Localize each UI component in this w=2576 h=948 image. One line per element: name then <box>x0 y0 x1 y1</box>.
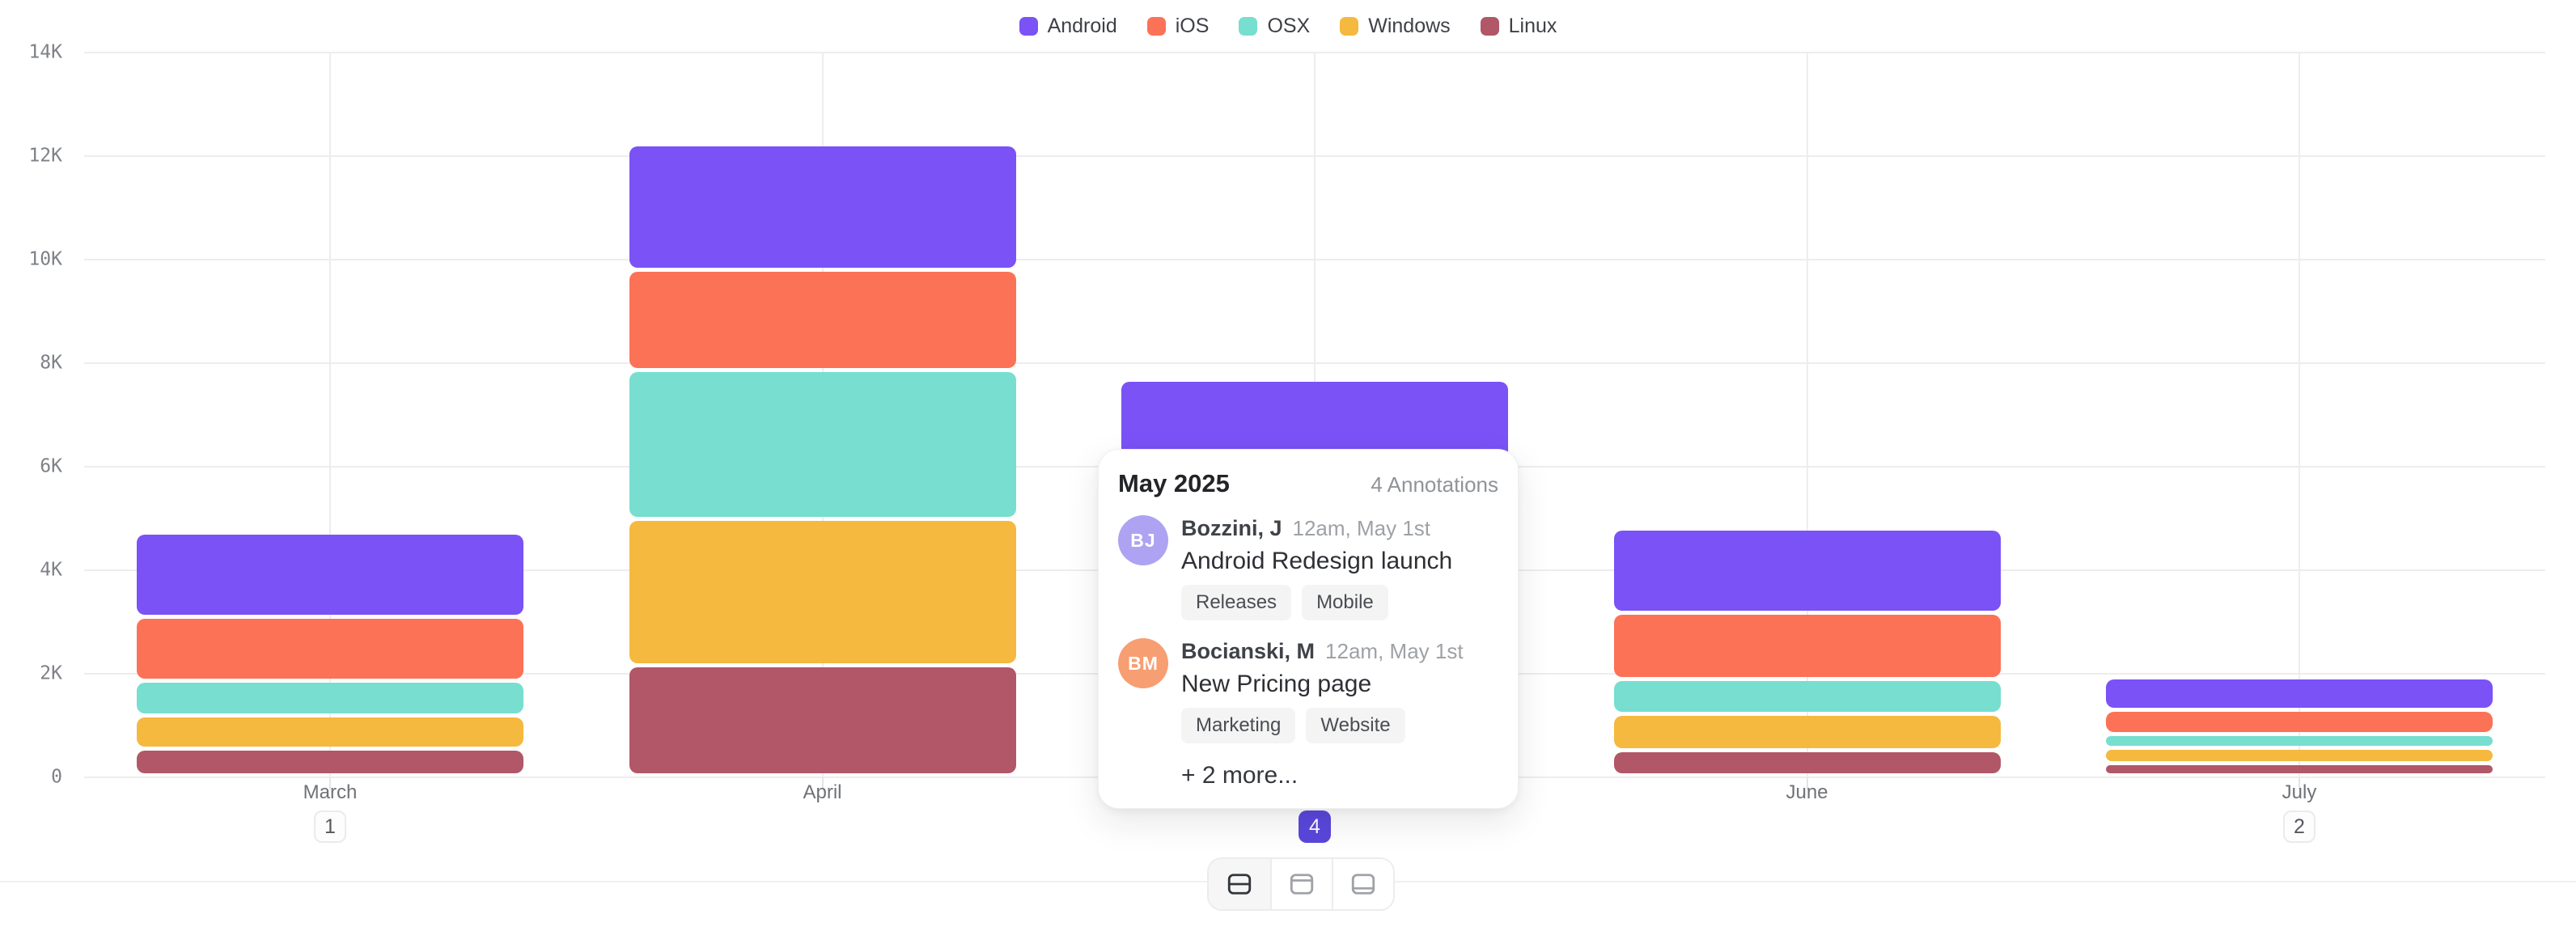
bar-segment-july-osx[interactable] <box>2106 736 2493 746</box>
bar-segment-march-windows[interactable] <box>137 717 523 747</box>
annotation-tags: Marketing Website <box>1181 708 1464 743</box>
bar-segment-march-ios[interactable] <box>137 619 523 679</box>
legend-item-linux[interactable]: Linux <box>1480 15 1557 37</box>
y-axis-tick-label: 12K <box>28 145 62 167</box>
annotation-badge-may[interactable]: 4 <box>1299 810 1331 843</box>
annotation-tags: Releases Mobile <box>1181 585 1452 620</box>
annotation-entry-body: Bocianski, M 12am, May 1st New Pricing pag… <box>1181 638 1464 743</box>
annotation-tag: Releases <box>1181 585 1292 620</box>
month-gridline <box>2298 52 2300 777</box>
legend-label: iOS <box>1175 15 1210 37</box>
annotation-tag: Website <box>1306 708 1405 743</box>
annotation-author: Bocianski, M <box>1181 639 1316 663</box>
bar-segment-march-linux[interactable] <box>137 751 523 773</box>
month-gridline <box>329 52 331 777</box>
bar-segment-july-windows[interactable] <box>2106 749 2493 761</box>
popover-header: May 2025 4 Annotations <box>1118 471 1498 497</box>
legend-label: Windows <box>1368 15 1451 37</box>
legend-item-ios[interactable]: iOS <box>1146 15 1210 37</box>
annotation-text: New Pricing page <box>1181 671 1372 697</box>
x-axis-tick-mark <box>329 778 331 789</box>
legend-swatch-icon <box>1146 17 1166 36</box>
x-axis-tick-mark <box>2298 778 2300 789</box>
split-panel-view-button[interactable] <box>1209 859 1270 909</box>
annotation-timestamp: 12am, May 1st <box>1325 639 1464 663</box>
annotation-badge-july[interactable]: 2 <box>2283 810 2315 843</box>
legend-swatch-icon <box>1239 17 1258 36</box>
bar-segment-march-osx[interactable] <box>137 682 523 713</box>
popover-annotation-count: 4 Annotations <box>1371 472 1498 497</box>
annotation-badge-march[interactable]: 1 <box>314 810 346 843</box>
annotation-author: Bozzini, J <box>1181 516 1282 540</box>
y-axis-tick-label: 0 <box>51 766 62 788</box>
view-switcher <box>1207 857 1395 911</box>
legend-item-windows[interactable]: Windows <box>1340 15 1451 37</box>
bar-segment-june-android[interactable] <box>1613 530 2001 611</box>
bar-segment-june-ios[interactable] <box>1613 614 2001 677</box>
chart-legend: Android iOS OSX Windows Linux <box>0 16 2576 36</box>
x-axis-tick-mark <box>1806 778 1808 789</box>
y-axis-tick-label: 10K <box>28 248 62 270</box>
legend-label: Linux <box>1508 15 1557 37</box>
bar-segment-june-windows[interactable] <box>1613 716 2001 748</box>
bar-segment-april-windows[interactable] <box>629 520 1016 663</box>
x-axis-label-march: March <box>303 781 358 803</box>
annotation-text: Android Redesign launch <box>1181 548 1453 574</box>
bar-segment-april-osx[interactable] <box>629 371 1016 517</box>
more-annotations-link[interactable]: + 2 more... <box>1181 762 1299 789</box>
y-axis-tick-label: 14K <box>28 41 62 63</box>
bar-segment-april-android[interactable] <box>629 146 1016 269</box>
legend-swatch-icon <box>1340 17 1359 36</box>
popover-title: May 2025 <box>1118 469 1230 497</box>
month-gridline <box>1806 52 1808 777</box>
bar-segment-march-android[interactable] <box>137 534 523 615</box>
annotation-entry-body: Bozzini, J 12am, May 1st Android Redesign … <box>1181 515 1452 620</box>
y-axis-tick-label: 4K <box>40 559 62 581</box>
legend-label: OSX <box>1267 15 1311 37</box>
panel-bottom-icon <box>1351 874 1375 895</box>
x-axis-label-july: July <box>2282 781 2317 803</box>
y-axis-tick-label: 8K <box>40 352 62 374</box>
annotation-timestamp: 12am, May 1st <box>1292 516 1431 540</box>
bar-segment-july-linux[interactable] <box>2106 764 2493 773</box>
legend-swatch-icon <box>1480 17 1499 36</box>
x-axis-label-april: April <box>803 781 842 803</box>
bar-segment-april-ios[interactable] <box>629 272 1016 368</box>
bar-segment-june-osx[interactable] <box>1613 680 2001 713</box>
bar-segment-july-ios[interactable] <box>2106 711 2493 733</box>
bar-segment-july-android[interactable] <box>2106 679 2493 708</box>
x-axis-tick-mark <box>821 778 824 789</box>
annotation-tag: Marketing <box>1181 708 1296 743</box>
avatar: BM <box>1118 638 1168 688</box>
x-axis-label-june: June <box>1786 781 1828 803</box>
popover-entries: BJ Bozzini, J 12am, May 1st Android Redesig… <box>1118 515 1498 743</box>
annotation-entry: BM Bocianski, M 12am, May 1st New Pricing p… <box>1118 638 1498 743</box>
legend-swatch-icon <box>1019 17 1038 36</box>
annotation-tag: Mobile <box>1302 585 1388 620</box>
bar-segment-april-linux[interactable] <box>629 667 1016 773</box>
bar-segment-june-linux[interactable] <box>1613 751 2001 773</box>
avatar: BJ <box>1118 515 1168 565</box>
annotation-popover: May 2025 4 Annotations BJ Bozzini, J 12am,… <box>1098 449 1519 809</box>
panel-split-horizontal-icon <box>1227 874 1252 895</box>
panel-top-icon <box>1290 874 1314 895</box>
annotation-entry-nameline: Bozzini, J 12am, May 1st <box>1181 515 1452 541</box>
y-axis-tick-label: 6K <box>40 455 62 477</box>
legend-item-android[interactable]: Android <box>1019 16 1117 36</box>
annotation-entry-nameline: Bocianski, M 12am, May 1st <box>1181 638 1464 664</box>
y-axis-tick-label: 2K <box>40 662 62 684</box>
top-panel-view-button[interactable] <box>1270 859 1332 909</box>
annotation-entry: BJ Bozzini, J 12am, May 1st Android Redesig… <box>1118 515 1498 620</box>
legend-item-osx[interactable]: OSX <box>1239 16 1310 36</box>
legend-label: Android <box>1047 15 1117 37</box>
bottom-panel-view-button[interactable] <box>1332 859 1393 909</box>
